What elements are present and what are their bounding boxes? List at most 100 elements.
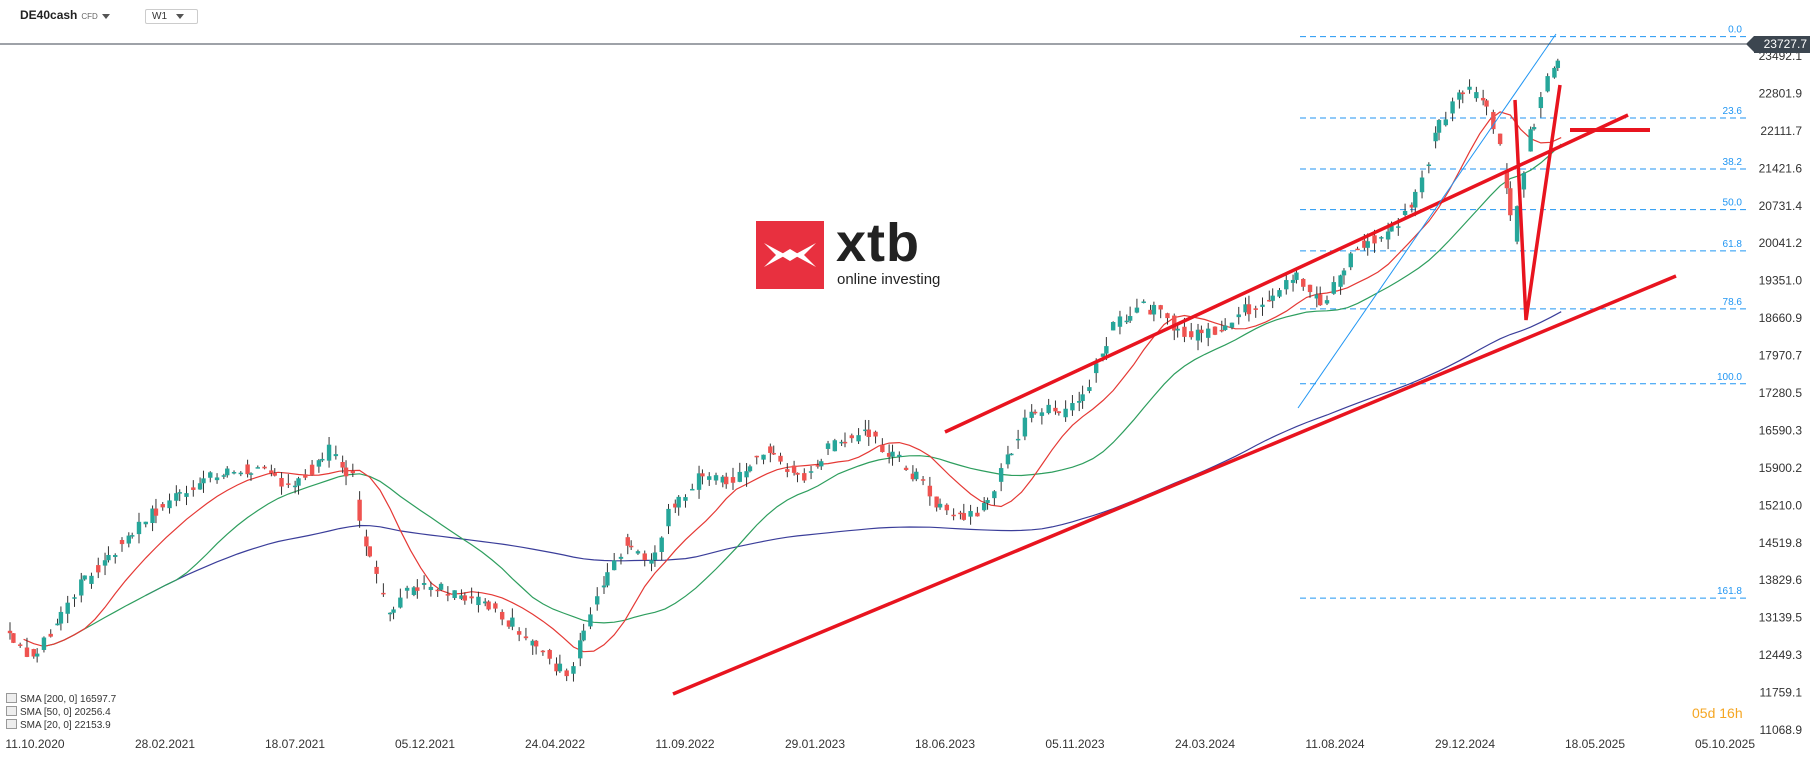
fib-level-label: 100.0 — [1717, 372, 1742, 383]
candle-body — [1124, 320, 1129, 323]
candle-body — [221, 475, 227, 477]
candle-body — [1413, 191, 1418, 208]
y-tick-label: 22111.7 — [1760, 124, 1802, 138]
candle-body — [1433, 132, 1438, 142]
candle-body — [1100, 353, 1106, 357]
candle-body — [866, 429, 871, 438]
candle-body — [808, 471, 814, 473]
x-tick-label: 29.12.2024 — [1435, 737, 1495, 751]
fib-level-label: 61.8 — [1723, 239, 1743, 250]
sma20-line — [23, 111, 1562, 653]
candle-body — [819, 461, 824, 467]
candle-body — [1151, 304, 1157, 315]
legend-sma20[interactable]: SMA [20, 0] 22153.9 — [6, 719, 111, 731]
candle-body — [1301, 278, 1306, 287]
candle-body — [225, 468, 230, 476]
candle-body — [1450, 101, 1455, 114]
candle-body — [191, 487, 196, 490]
candle-body — [961, 513, 967, 520]
candle-body — [316, 460, 322, 467]
candle-body — [516, 631, 522, 635]
candle-body — [1531, 127, 1537, 130]
candle-body — [856, 435, 861, 442]
candle-body — [540, 650, 546, 653]
y-tick-label: 15900.2 — [1759, 461, 1803, 475]
candle-body — [1077, 400, 1082, 403]
candle-body — [1457, 92, 1462, 100]
candle-body — [102, 560, 108, 566]
candle-body — [150, 508, 155, 524]
candle-body — [201, 478, 206, 484]
annotations — [672, 33, 1677, 696]
candle-body — [1372, 235, 1377, 244]
candle-body — [676, 496, 681, 508]
candle-body — [391, 609, 396, 613]
y-tick-label: 17280.5 — [1759, 386, 1803, 400]
x-tick-label: 28.02.2021 — [135, 737, 195, 751]
fib-level-label: 50.0 — [1723, 198, 1743, 209]
candle-body — [795, 472, 800, 475]
indicator-icon — [6, 719, 17, 729]
candle-body — [452, 590, 457, 599]
candle-body — [903, 467, 909, 470]
candle-body — [320, 458, 325, 461]
candle-body — [55, 623, 60, 626]
legend-sma200[interactable]: SMA [200, 0] 16597.7 — [6, 693, 116, 705]
candle-body — [11, 633, 16, 643]
x-tick-label: 18.07.2021 — [265, 737, 325, 751]
candle-body — [1385, 231, 1391, 240]
sma50-line — [43, 143, 1562, 647]
candle-body — [1056, 411, 1062, 414]
candle-body — [34, 653, 40, 657]
candle-body — [659, 537, 664, 552]
legend-sma50[interactable]: SMA [50, 0] 20256.4 — [6, 706, 111, 718]
candle-body — [374, 566, 379, 574]
candle-body — [1474, 92, 1479, 99]
candle-body — [1141, 301, 1146, 303]
candle-body — [106, 554, 111, 561]
candle-body — [571, 666, 576, 674]
candle-body — [177, 492, 182, 494]
candle-body — [890, 451, 895, 457]
x-tick-label: 11.08.2024 — [1305, 737, 1364, 751]
candle-body — [1206, 328, 1211, 338]
sma200-line — [145, 311, 1562, 596]
candle-body — [815, 465, 821, 467]
candle-body — [1009, 453, 1014, 456]
candle-body — [1236, 314, 1241, 318]
y-tick-label: 22801.9 — [1759, 86, 1803, 100]
y-tick-label: 17970.7 — [1759, 349, 1803, 363]
candle-body — [238, 472, 244, 475]
candle-body — [17, 644, 23, 646]
sma-lines — [23, 111, 1562, 653]
candle-body — [914, 471, 919, 480]
candle-body — [934, 496, 939, 508]
timeframe-select[interactable]: W1 — [145, 9, 198, 24]
candle-body — [167, 500, 172, 509]
candle-body — [927, 485, 933, 497]
candle-body — [1134, 307, 1140, 313]
timeframe-dropdown-icon[interactable] — [176, 14, 184, 19]
y-axis: 23492.122801.922111.721421.620731.420041… — [0, 43, 1803, 737]
candle-body — [367, 546, 372, 557]
timer-days: 05d — [1692, 705, 1716, 721]
candle-body — [1212, 326, 1218, 335]
candle-body — [998, 468, 1004, 482]
candle-body — [1260, 304, 1265, 307]
candle-body — [649, 560, 654, 564]
candle-body — [1189, 331, 1194, 338]
candle-body — [1053, 407, 1058, 412]
candle-body — [411, 587, 417, 595]
fib-trend-line — [1297, 33, 1557, 409]
candle-body — [1110, 321, 1116, 331]
candle-body — [343, 467, 349, 477]
candle-body — [65, 602, 70, 614]
x-tick-label: 05.11.2023 — [1045, 737, 1104, 751]
candle-body — [1314, 294, 1320, 299]
candle-body — [958, 512, 963, 515]
symbol-label[interactable]: DE40cash CFD — [20, 8, 98, 22]
candle-body — [1246, 304, 1252, 315]
symbol-dropdown-icon[interactable] — [102, 14, 110, 19]
fib-level-label: 23.6 — [1723, 106, 1743, 117]
